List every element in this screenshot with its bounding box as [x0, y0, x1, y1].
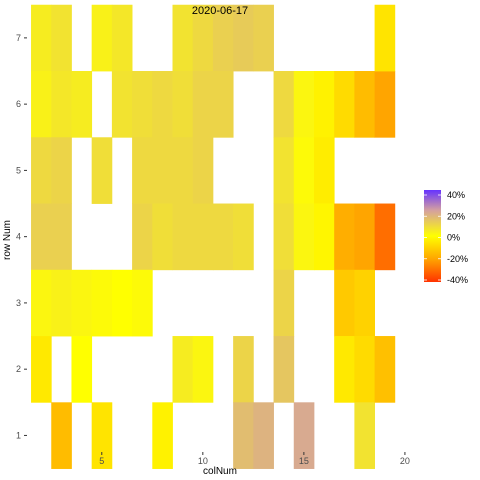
heatmap-cell — [233, 336, 254, 403]
heatmap-cell — [132, 71, 153, 138]
heatmap-cell — [91, 269, 113, 337]
heatmap-cell — [152, 203, 173, 271]
y-tick-label: 5 — [16, 165, 21, 175]
y-tick-label: 3 — [16, 298, 21, 308]
heatmap-cell — [273, 269, 295, 337]
y-tick-label: 4 — [16, 232, 21, 242]
heatmap-cell — [31, 71, 52, 138]
heatmap-cell — [91, 402, 113, 469]
heatmap-cell — [152, 137, 173, 204]
y-tick-label: 1 — [16, 430, 21, 440]
heatmap-cell — [152, 402, 173, 469]
heatmap-cell — [334, 269, 355, 337]
heatmap-cell — [192, 336, 214, 403]
heatmap-cell — [31, 137, 52, 204]
heatmap-cell — [273, 71, 295, 138]
heatmap-cell — [273, 137, 295, 204]
legend-label: 40% — [447, 190, 465, 200]
color-legend: 40% 20% 0% -20% -40% — [424, 190, 468, 285]
heatmap-cell — [313, 71, 335, 138]
heatmap-cell — [31, 336, 52, 403]
heatmap-cell — [253, 4, 274, 72]
heatmap-cell — [192, 203, 214, 271]
legend-label: 0% — [447, 233, 460, 243]
y-axis: 1 2 3 4 5 6 7 — [16, 33, 27, 440]
heatmap-cell — [51, 4, 72, 72]
heatmap-cell — [374, 4, 396, 72]
heatmap-cell — [51, 402, 72, 469]
heatmap-cell — [111, 4, 133, 72]
heatmap-cell — [172, 137, 194, 204]
heatmap-cell — [273, 203, 295, 271]
heatmap-cell — [212, 4, 234, 72]
heatmap-cell — [374, 336, 396, 403]
heatmap-cell — [293, 203, 315, 271]
heatmap-cell — [91, 137, 113, 204]
heatmap-cell — [233, 203, 254, 271]
heatmap-cell — [31, 4, 52, 72]
heatmap-cell — [212, 71, 234, 138]
heatmap-cell — [111, 71, 133, 138]
heatmap-cell — [91, 4, 113, 72]
heatmap-cells — [31, 4, 396, 469]
heatmap-cell — [51, 203, 72, 271]
legend-colorbar — [424, 190, 441, 282]
heatmap-cell — [293, 71, 315, 138]
heatmap-cell — [334, 203, 355, 271]
heatmap-cell — [293, 402, 315, 469]
heatmap-cell — [31, 203, 52, 271]
heatmap-cell — [354, 71, 376, 138]
heatmap-cell — [354, 336, 376, 403]
heatmap-cell — [313, 203, 335, 271]
heatmap-cell — [354, 269, 376, 337]
x-tick-label: 10 — [198, 456, 208, 466]
heatmap-cell — [313, 137, 335, 204]
y-tick-label: 6 — [16, 99, 21, 109]
heatmap-cell — [354, 203, 376, 271]
heatmap-cell — [334, 336, 355, 403]
heatmap-cell — [31, 269, 52, 337]
heatmap-cell — [71, 269, 93, 337]
heatmap-cell — [233, 4, 254, 72]
heatmap-cell — [334, 71, 355, 138]
heatmap-cell — [192, 71, 214, 138]
chart-title: 2020-06-17 — [192, 5, 248, 17]
x-axis: 5 10 15 20 — [99, 452, 410, 466]
heatmap-cell — [192, 4, 214, 72]
heatmap-cell — [172, 4, 194, 72]
heatmap-cell — [51, 269, 72, 337]
heatmap-cell — [172, 203, 194, 271]
heatmap-cell — [111, 269, 133, 337]
heatmap-cell — [233, 402, 254, 469]
heatmap-cell — [273, 336, 295, 403]
heatmap-cell — [71, 336, 93, 403]
heatmap-cell — [132, 137, 153, 204]
x-tick-label: 15 — [299, 456, 309, 466]
y-tick-label: 2 — [16, 364, 21, 374]
x-axis-title: colNum — [203, 466, 237, 477]
legend-label: 20% — [447, 211, 465, 221]
heatmap-cell — [132, 269, 153, 337]
heatmap-cell — [293, 137, 315, 204]
heatmap-cell — [354, 402, 376, 469]
legend-label: -20% — [447, 254, 468, 264]
y-tick-label: 7 — [16, 33, 21, 43]
heatmap-cell — [374, 203, 396, 271]
heatmap-cell — [71, 71, 93, 138]
legend-label: -40% — [447, 275, 468, 285]
y-axis-title: row Num — [2, 220, 13, 260]
heatmap-cell — [132, 203, 153, 271]
x-tick-label: 5 — [99, 456, 104, 466]
x-tick-label: 20 — [400, 456, 410, 466]
heatmap-cell — [51, 71, 72, 138]
heatmap-cell — [152, 71, 173, 138]
heatmap-cell — [51, 137, 72, 204]
heatmap-cell — [192, 137, 214, 204]
heatmap-cell — [172, 336, 194, 403]
heatmap-cell — [253, 402, 274, 469]
heatmap-cell — [172, 71, 194, 138]
heatmap-cell — [374, 71, 396, 138]
heatmap-cell — [212, 203, 234, 271]
